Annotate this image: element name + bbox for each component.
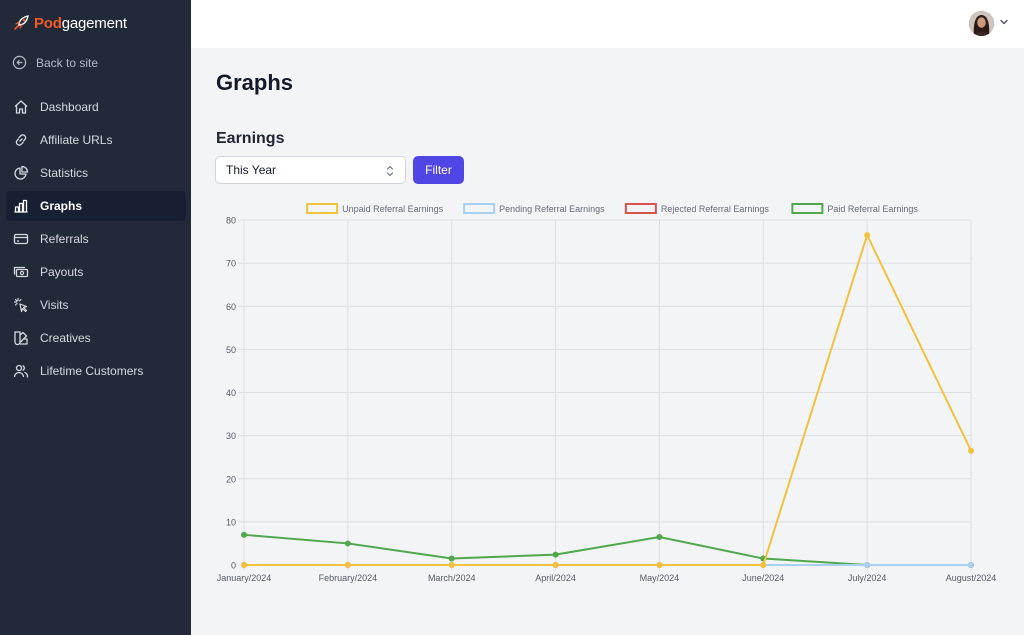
section-title: Earnings <box>216 130 285 147</box>
series-line-0 <box>244 234 972 566</box>
back-to-site-link[interactable]: Back to site <box>12 55 98 70</box>
sidebar-item-affiliate-urls[interactable]: Affiliate URLs <box>6 125 186 155</box>
x-axis-ticks: January/2024 February/2024 March/2024 April… <box>217 573 997 583</box>
x-tick-label: January/2024 <box>217 573 272 583</box>
sidebar-item-creatives[interactable]: Creatives <box>6 323 186 353</box>
chart-grid <box>238 219 972 571</box>
series-point <box>656 562 663 568</box>
earnings-line-chart: Unpaid Referral Earnings Pending Referral… <box>217 203 997 583</box>
legend-item: Unpaid Referral Earnings <box>306 203 444 214</box>
series-point <box>864 232 871 239</box>
arrow-left-circle-icon <box>12 55 27 70</box>
y-tick-label: 10 <box>226 517 236 527</box>
y-tick-label: 30 <box>226 431 236 441</box>
chevron-up-down-icon <box>386 165 394 177</box>
legend-label: Pending Referral Earnings <box>499 204 605 214</box>
chart-legend: Unpaid Referral Earnings Pending Referral… <box>306 203 918 214</box>
link-icon <box>15 134 27 146</box>
legend-swatch <box>791 203 824 214</box>
series-point <box>760 562 767 568</box>
x-tick-label: February/2024 <box>319 573 378 583</box>
x-tick-label: August/2024 <box>946 573 997 583</box>
x-tick-label: March/2024 <box>428 573 476 583</box>
legend-swatch <box>306 203 339 214</box>
sidebar-item-graphs[interactable]: Graphs <box>6 191 186 221</box>
filter-button[interactable]: Filter <box>413 156 464 184</box>
sidebar-item-label: Payouts <box>40 265 84 279</box>
user-avatar[interactable] <box>969 11 994 36</box>
series-point <box>448 562 455 568</box>
series-point <box>656 533 663 540</box>
series-point <box>344 540 351 547</box>
sidebar-item-lifetime-customers[interactable]: Lifetime Customers <box>6 356 186 386</box>
x-tick-label: April/2024 <box>535 573 576 583</box>
series-point <box>241 531 247 538</box>
page-title: Graphs <box>216 70 294 95</box>
series-line-3 <box>243 533 971 566</box>
y-tick-label: 0 <box>231 561 236 571</box>
series-point <box>552 562 559 568</box>
legend-label: Unpaid Referral Earnings <box>342 204 444 214</box>
cursor-click-icon <box>13 297 28 313</box>
legend-label: Paid Referral Earnings <box>827 204 918 214</box>
sidebar-item-label: Graphs <box>40 199 83 213</box>
series-point <box>552 551 559 558</box>
rocket-logo-icon <box>14 15 29 30</box>
sidebar-item-label: Referrals <box>40 232 89 246</box>
x-tick-label: July/2024 <box>848 573 887 583</box>
period-select[interactable]: This Year <box>215 156 406 184</box>
x-tick-label: May/2024 <box>640 573 680 583</box>
home-icon <box>14 100 28 114</box>
sidebar-item-label: Lifetime Customers <box>40 364 144 378</box>
y-tick-label: 20 <box>226 474 236 484</box>
sidebar-item-label: Dashboard <box>40 100 99 114</box>
sidebar-item-referrals[interactable]: Referrals <box>6 224 186 254</box>
legend-swatch <box>624 203 657 214</box>
avatar-portrait-icon <box>969 11 994 36</box>
sidebar-item-visits[interactable]: Visits <box>6 290 186 320</box>
logo-text-pod: Pod <box>34 14 62 32</box>
swatch-icon <box>14 331 28 346</box>
sidebar-nav: Dashboard Affiliate URLs Statistics Grap… <box>6 92 186 389</box>
sidebar-item-label: Visits <box>40 298 69 312</box>
series-point <box>241 562 247 568</box>
sidebar-item-label: Statistics <box>40 166 89 180</box>
legend-swatch <box>463 203 496 214</box>
bar-chart-icon <box>14 199 28 213</box>
cash-icon <box>13 266 29 278</box>
chevron-down-icon[interactable] <box>999 17 1009 27</box>
legend-item: Paid Referral Earnings <box>791 203 918 214</box>
series-point <box>448 555 455 562</box>
period-select-value: This Year <box>226 163 277 177</box>
logo-text-gagement: gagement <box>61 14 127 32</box>
sidebar-item-label: Creatives <box>40 331 91 345</box>
sidebar-item-statistics[interactable]: Statistics <box>6 158 186 188</box>
y-tick-label: 80 <box>226 216 236 226</box>
series-point <box>864 562 871 568</box>
sidebar-item-dashboard[interactable]: Dashboard <box>6 92 186 122</box>
y-tick-label: 50 <box>226 345 236 355</box>
series-point <box>968 447 974 454</box>
y-tick-label: 70 <box>226 259 236 269</box>
series-point <box>344 562 351 568</box>
topbar <box>191 0 1024 48</box>
pie-chart-icon <box>14 165 29 180</box>
legend-item: Rejected Referral Earnings <box>624 203 770 214</box>
y-tick-label: 60 <box>226 302 236 312</box>
legend-label: Rejected Referral Earnings <box>661 204 770 214</box>
sidebar-item-payouts[interactable]: Payouts <box>6 257 186 287</box>
back-to-site-label: Back to site <box>36 55 99 70</box>
sidebar-item-label: Affiliate URLs <box>40 133 113 147</box>
sidebar: Pod gagement Back to site Dashboard Affil… <box>0 0 191 635</box>
chart-series <box>241 232 974 568</box>
series-point <box>968 562 974 568</box>
y-axis-ticks: 0 10 20 30 40 50 60 70 80 <box>226 216 236 571</box>
legend-item: Pending Referral Earnings <box>463 203 605 214</box>
users-icon <box>13 364 29 378</box>
y-tick-label: 40 <box>226 388 236 398</box>
x-tick-label: June/2024 <box>742 573 784 583</box>
credit-card-icon <box>13 233 29 245</box>
logo[interactable]: Pod gagement <box>12 14 127 32</box>
